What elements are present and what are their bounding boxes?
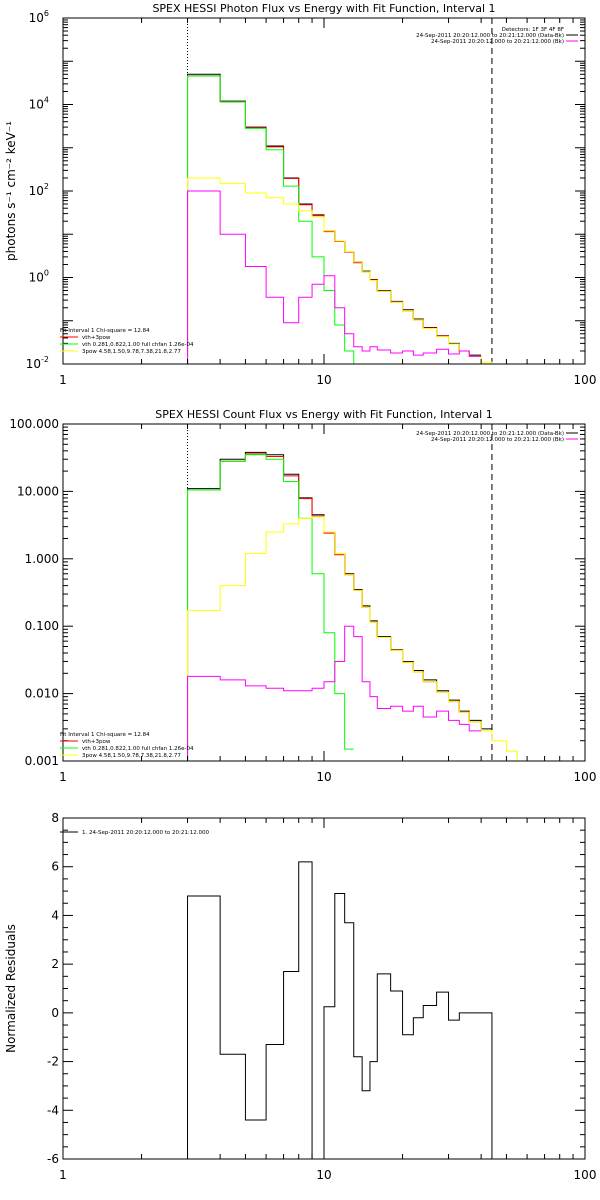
x-tick-label: 100 [574,373,597,387]
chart-title: SPEX HESSI Photon Flux vs Energy with Fi… [152,2,495,15]
x-tick-label: 1 [59,1168,67,1182]
legend-entry: 24-Sep-2011 20:20:12.000 to 20:21:12.000… [416,431,564,437]
x-tick-label: 100 [574,770,597,784]
y-tick-label: 104 [29,96,49,112]
x-tick-label: 10 [316,1168,331,1182]
y-tick-label: 4 [51,908,59,922]
y-tick-label: 102 [29,182,49,198]
chart-title: SPEX HESSI Count Flux vs Energy with Fit… [155,408,492,421]
y-tick-label: -4 [47,1103,59,1117]
legend-entry: vth 0.281,0.822,1.00 full chfan 1.26e-04 [82,746,194,752]
y-tick-label: 10-2 [26,355,49,371]
legend-entry: 24-Sep-2011 20:20:12.000 to 20:21:12.000… [416,33,564,39]
y-tick-label: 100 [29,269,49,285]
x-tick-label: 10 [316,770,331,784]
fit-legend-header: Fit Interval 1 Chi-square = 12.84 [60,732,150,738]
legend-entry: vth+3pow [82,335,111,341]
y-tick-label: 6 [51,860,59,874]
y-tick-label: 0.001 [25,754,59,768]
plot-area [187,18,493,364]
x-tick-label: 10 [316,373,331,387]
y-tick-label: 100.000 [9,417,59,431]
x-tick-label: 100 [574,1168,597,1182]
legend-entry: 24-Sep-2011 20:20:12.000 to 20:21:12.000… [431,39,564,45]
legend-entry: 3pow 4.58,1.50,9.78,7.38,21.8,2.77 [82,753,181,759]
y-axis-label: Normalized Residuals [4,924,18,1053]
series-line-1 [187,861,493,1159]
y-tick-label: 1.000 [25,552,59,566]
plot-area [187,861,493,1159]
legend-header: Detectors: 1F 3F 4F 8F [502,27,564,33]
y-axis-label: photons s⁻¹ cm⁻² keV⁻¹ [4,121,18,261]
y-tick-label: 2 [51,957,59,971]
plot-area [187,424,528,761]
legend-entry: vth+3pow [82,739,111,745]
legend-entry: 1. 24-Sep-2011 20:20:12.000 to 20:21:12.… [82,830,209,836]
fit-legend-header: Fit Interval 1 Chi-square = 12.84 [60,328,150,334]
series-line-4 [187,516,528,761]
series-line-5 [187,625,482,761]
y-tick-label: -2 [47,1055,59,1069]
y-tick-label: 8 [51,811,59,825]
y-tick-label: 0.010 [25,687,59,701]
x-tick-label: 1 [59,770,67,784]
x-tick-label: 1 [59,373,67,387]
chart-panel-2: SPEX HESSI Count Flux vs Energy with Fit… [9,408,597,784]
y-tick-label: 0 [51,1006,59,1020]
y-tick-label: 106 [29,9,49,25]
chart-panel-3: 1 10 100 -6 -4 -2 0 2 4 6 8 Normalized Residuals 1. … [4,811,596,1182]
chart-panel-1: SPEX HESSI Photon Flux vs Energy with Fi… [4,2,597,387]
y-tick-label: 10.000 [17,484,59,498]
y-tick-label: -6 [47,1152,59,1166]
legend-entry: 3pow 4.58,1.50,9.78,7.38,21.8,2.77 [82,349,181,355]
legend-entry: vth 0.281,0.822,1.00 full chfan 1.26e-04 [82,342,194,348]
series-line-5 [187,190,482,364]
legend-entry: 24-Sep-2011 20:20:12.000 to 20:21:12.000… [431,437,564,443]
y-tick-label: 0.100 [25,619,59,633]
